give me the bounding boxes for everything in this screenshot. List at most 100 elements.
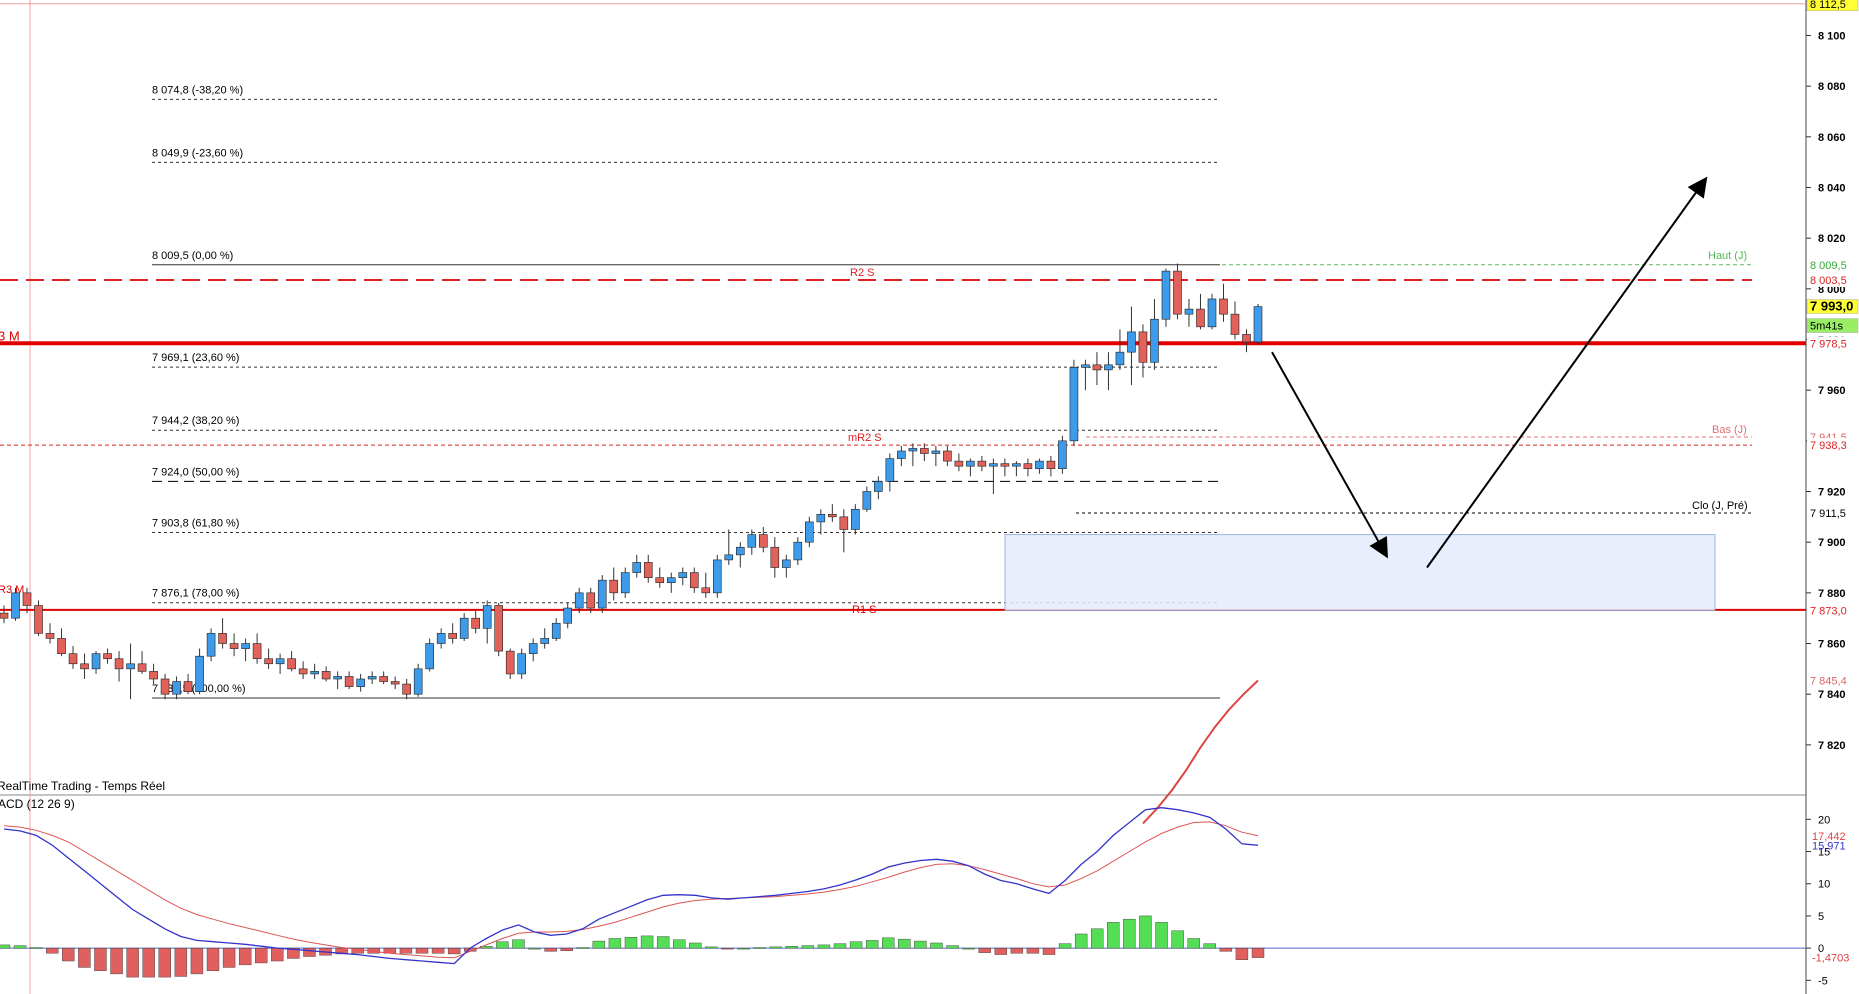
candle-body (482, 605, 492, 629)
candle-body (977, 460, 987, 467)
macd-histogram-bar (898, 938, 911, 949)
candle-body (114, 658, 124, 670)
price-panel (0, 0, 1807, 994)
macd-histogram-bar (512, 939, 525, 949)
candle-body (505, 650, 515, 675)
macd-histogram-bar (624, 936, 638, 949)
candle-body (310, 671, 319, 675)
fib-level-label: 8 009,5 (0,00 %) (152, 250, 233, 262)
macd-histogram-bar (0, 944, 11, 949)
macd-histogram-bar (94, 947, 107, 971)
candle-body (252, 643, 262, 660)
candle-body (1035, 460, 1044, 470)
candle-body (1023, 463, 1033, 470)
candle-body (1230, 313, 1240, 335)
candle-body (782, 559, 791, 568)
candle-body (724, 554, 734, 561)
candle-body (620, 572, 630, 594)
candle-body (1253, 306, 1263, 343)
candle-body (22, 592, 32, 606)
candle-body (103, 653, 112, 660)
price-marker-label: 8 009,5 (1810, 260, 1847, 272)
price-tick-label: 7 860 (1818, 639, 1846, 651)
candle-body (1184, 308, 1194, 315)
macd-histogram-bar (13, 945, 27, 949)
candle-body (471, 617, 480, 629)
macd-histogram-bar (640, 935, 654, 949)
candle-body (402, 683, 411, 695)
macd-histogram-bar (721, 947, 734, 950)
candle-body (425, 643, 434, 670)
macd-histogram-bar (1026, 947, 1040, 954)
price-marker-label: 7 911,5 (1810, 508, 1846, 520)
candle-body (839, 516, 849, 530)
candle-body (908, 448, 918, 452)
macd-marker-label: 17,442 (1812, 831, 1846, 843)
macd-histogram-bar (673, 939, 686, 949)
price-marker-box (1806, 0, 1859, 12)
price-marker-label: 8 003,5 (1810, 275, 1847, 287)
macd-histogram-bar (1139, 915, 1152, 949)
price-marker-box (1806, 318, 1859, 333)
macd-histogram-bar (158, 947, 171, 978)
candle-body (390, 681, 400, 685)
price-marker-label: 7 845,4 (1810, 676, 1847, 688)
candle-body (517, 653, 527, 675)
candle-body (966, 460, 975, 467)
macd-histogram-bar (737, 947, 750, 950)
macd-histogram-bar (1235, 947, 1249, 960)
candle-body (1092, 364, 1102, 371)
macd-histogram-bar (1074, 933, 1088, 949)
candle-body (0, 612, 9, 619)
candle-body (874, 481, 883, 492)
candle-body (298, 668, 308, 675)
macd-histogram-bar (865, 940, 879, 949)
candle-body (1207, 298, 1217, 328)
candle-body (1058, 440, 1067, 470)
fib-level-label: 7 876,1 (78,00 %) (152, 588, 239, 600)
mr2s-label: mR2 S (848, 432, 882, 444)
macd-histogram-bar (1251, 947, 1265, 958)
candlesticks (0, 263, 1263, 700)
candle-body (321, 671, 331, 680)
macd-histogram-bar (238, 947, 252, 966)
price-marker-box (1807, 438, 1858, 453)
candle-body (528, 643, 538, 654)
macd-histogram-bar (142, 947, 155, 978)
macd-histogram-bar (1123, 918, 1136, 949)
fib-level-label: 7 924,0 (50,00 %) (152, 466, 239, 478)
macd-histogram-bar (431, 947, 445, 954)
candle-body (367, 676, 377, 680)
candle-body (45, 633, 55, 639)
macd-histogram-bar (882, 937, 895, 949)
price-tick-label: 7 920 (1818, 487, 1846, 499)
price-marker-box (1807, 603, 1858, 618)
price-tick-label: 7 900 (1818, 537, 1846, 549)
candle-body (333, 676, 342, 680)
price-marker-label: 5m41s (1810, 321, 1844, 333)
macd-histogram-bar (415, 947, 429, 954)
candle-body (816, 514, 826, 523)
macd-histogram-bar (930, 942, 943, 949)
price-marker-label: 7 978,5 (1810, 338, 1847, 350)
haut-label: Haut (J) (1708, 250, 1747, 262)
candle-body (666, 577, 676, 584)
macd-histogram-bar (222, 947, 236, 968)
moving-average (1142, 679, 1259, 825)
candle-body (1173, 270, 1182, 315)
price-marker-label: 7 938,3 (1810, 440, 1847, 452)
candle-body (735, 546, 745, 556)
candle-body (931, 450, 941, 454)
macd-histogram-bar (271, 947, 284, 962)
candle-body (1012, 463, 1021, 467)
candle-body (57, 638, 66, 654)
candle-body (68, 653, 78, 665)
candle-body (747, 534, 757, 548)
candle-body (80, 663, 89, 670)
price-marker-box (1807, 673, 1858, 688)
macd-histogram-bar (447, 947, 461, 955)
projection-arrows[interactable] (1271, 176, 1708, 569)
price-tick-label: 7 820 (1818, 740, 1846, 752)
volume-zone[interactable] (1004, 534, 1716, 612)
